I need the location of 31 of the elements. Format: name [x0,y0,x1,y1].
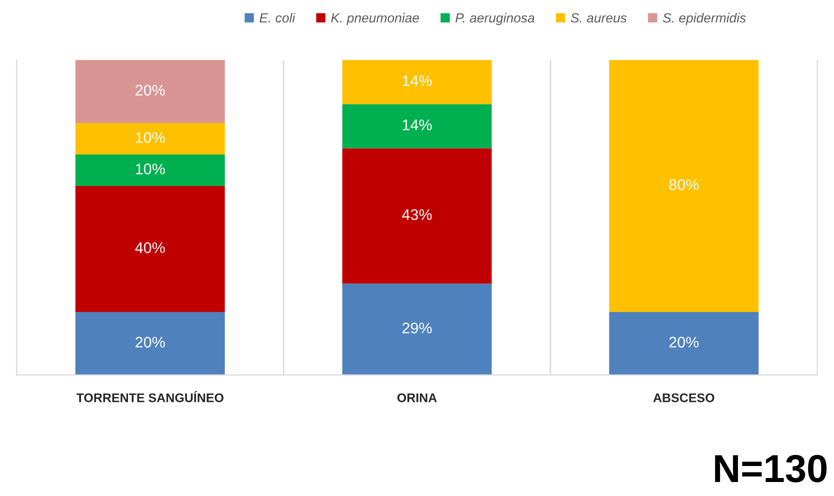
legend-label: E. coli [260,12,296,23]
data-label: 10% [136,132,165,143]
data-label: 43% [402,209,432,220]
bar [75,312,225,375]
legend-label: K. pneumoniae [331,12,419,26]
bar [342,284,492,375]
data-label: 20% [136,336,165,348]
x-tick-label: ORINA [397,393,437,402]
legend-label: P. aeruginosa [456,12,534,26]
bar [75,186,225,312]
x-tick-label: ABSCESO [653,393,714,402]
bar [609,60,759,312]
bar [75,123,225,155]
bar [75,60,225,124]
data-label: 20% [669,336,699,348]
data-label: 40% [135,242,165,254]
bar [342,60,492,104]
bar [342,104,492,148]
bar [75,154,225,186]
data-label: 20% [136,84,165,96]
legend-label: S. aureus [570,13,627,23]
text: N=130 [715,454,827,482]
bar [342,148,492,284]
x-tick-label: TORRENTE SANGUÍNEO [76,391,224,402]
legend-label: S. epidermidis [662,12,746,26]
data-label: 29% [402,322,432,334]
data-label: 14% [402,120,432,130]
data-label: 14% [402,75,432,86]
data-label: 80% [669,179,699,190]
bar [609,312,759,375]
data-label: 10% [136,164,165,174]
